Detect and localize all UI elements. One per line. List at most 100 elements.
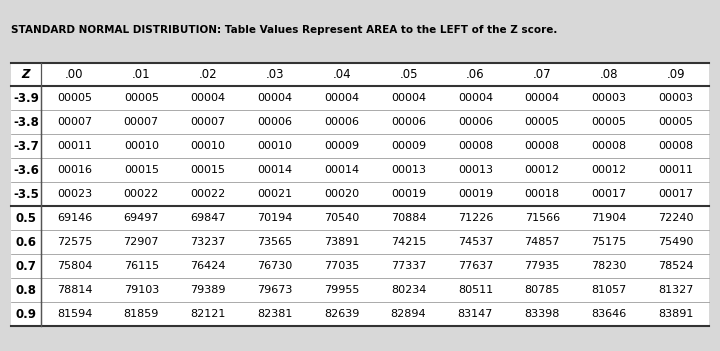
- Text: 00007: 00007: [191, 117, 225, 127]
- Text: 72240: 72240: [658, 213, 693, 223]
- Text: 00003: 00003: [591, 93, 626, 103]
- Text: 00008: 00008: [591, 141, 626, 151]
- Text: 81594: 81594: [57, 310, 92, 319]
- Text: 83891: 83891: [658, 310, 693, 319]
- Text: 75175: 75175: [591, 237, 626, 247]
- Text: .07: .07: [533, 68, 552, 81]
- Text: 00019: 00019: [458, 189, 493, 199]
- Text: .01: .01: [132, 68, 150, 81]
- Text: 00008: 00008: [658, 141, 693, 151]
- Text: 00004: 00004: [391, 93, 426, 103]
- Text: -3.7: -3.7: [13, 140, 39, 153]
- Text: 00013: 00013: [458, 165, 493, 175]
- Text: 69146: 69146: [57, 213, 92, 223]
- Text: -3.5: -3.5: [13, 188, 39, 201]
- Text: 73237: 73237: [190, 237, 226, 247]
- Text: 80511: 80511: [458, 285, 493, 295]
- Text: 82121: 82121: [190, 310, 226, 319]
- Text: .06: .06: [466, 68, 485, 81]
- Text: 00016: 00016: [57, 165, 92, 175]
- Text: 00006: 00006: [257, 117, 292, 127]
- Text: .08: .08: [600, 68, 618, 81]
- Text: 00004: 00004: [525, 93, 559, 103]
- Text: 00008: 00008: [458, 141, 493, 151]
- Text: 79389: 79389: [190, 285, 226, 295]
- Text: 78230: 78230: [591, 261, 626, 271]
- Text: -3.8: -3.8: [13, 115, 39, 128]
- Text: 00005: 00005: [591, 117, 626, 127]
- Text: 70540: 70540: [324, 213, 359, 223]
- Text: 0.8: 0.8: [15, 284, 37, 297]
- Text: 73565: 73565: [257, 237, 292, 247]
- Text: .05: .05: [400, 68, 418, 81]
- Text: 00015: 00015: [124, 165, 159, 175]
- Text: 0.7: 0.7: [16, 260, 36, 273]
- Text: 0.6: 0.6: [15, 236, 37, 249]
- Text: 00005: 00005: [658, 117, 693, 127]
- Text: 75490: 75490: [658, 237, 693, 247]
- Text: 82639: 82639: [324, 310, 359, 319]
- Text: 82381: 82381: [257, 310, 292, 319]
- Text: 00017: 00017: [591, 189, 626, 199]
- Text: 74215: 74215: [391, 237, 426, 247]
- Text: 00009: 00009: [391, 141, 426, 151]
- Text: 79103: 79103: [124, 285, 159, 295]
- Text: 77935: 77935: [524, 261, 560, 271]
- Text: 79955: 79955: [324, 285, 359, 295]
- Text: 77035: 77035: [324, 261, 359, 271]
- Text: 00012: 00012: [591, 165, 626, 175]
- Text: 00011: 00011: [57, 141, 92, 151]
- Text: 69847: 69847: [190, 213, 226, 223]
- Text: 00018: 00018: [525, 189, 559, 199]
- Text: 75804: 75804: [57, 261, 92, 271]
- Text: 00014: 00014: [257, 165, 292, 175]
- Text: 71226: 71226: [458, 213, 493, 223]
- Text: 0.5: 0.5: [15, 212, 37, 225]
- Text: .03: .03: [266, 68, 284, 81]
- Text: 00005: 00005: [57, 93, 92, 103]
- Text: 74537: 74537: [458, 237, 493, 247]
- Text: 00004: 00004: [257, 93, 292, 103]
- Text: 00008: 00008: [525, 141, 559, 151]
- Text: -3.9: -3.9: [13, 92, 39, 105]
- Text: 00017: 00017: [658, 189, 693, 199]
- Text: STANDARD NORMAL DISTRIBUTION: Table Values Represent AREA to the LEFT of the Z s: STANDARD NORMAL DISTRIBUTION: Table Valu…: [11, 25, 557, 34]
- Text: 73891: 73891: [324, 237, 359, 247]
- Text: 78524: 78524: [658, 261, 693, 271]
- Text: 00006: 00006: [324, 117, 359, 127]
- Text: 77637: 77637: [458, 261, 493, 271]
- Text: 00006: 00006: [458, 117, 493, 127]
- Text: 80234: 80234: [391, 285, 426, 295]
- Text: 83646: 83646: [591, 310, 626, 319]
- Text: 0.9: 0.9: [15, 308, 37, 321]
- Text: 00009: 00009: [324, 141, 359, 151]
- Text: 00020: 00020: [324, 189, 359, 199]
- Text: 00013: 00013: [391, 165, 426, 175]
- Text: 00012: 00012: [525, 165, 559, 175]
- Text: .00: .00: [66, 68, 84, 81]
- Text: 00010: 00010: [257, 141, 292, 151]
- Text: .09: .09: [667, 68, 685, 81]
- Text: 69497: 69497: [124, 213, 159, 223]
- Text: 79673: 79673: [257, 285, 292, 295]
- Text: -3.6: -3.6: [13, 164, 39, 177]
- Text: 71566: 71566: [525, 213, 559, 223]
- Text: 76115: 76115: [124, 261, 159, 271]
- Text: 70884: 70884: [391, 213, 426, 223]
- Text: 00005: 00005: [525, 117, 559, 127]
- Text: 00003: 00003: [658, 93, 693, 103]
- Text: 00006: 00006: [391, 117, 426, 127]
- Text: 00011: 00011: [658, 165, 693, 175]
- Text: 00014: 00014: [324, 165, 359, 175]
- Text: 00007: 00007: [57, 117, 92, 127]
- Text: Z: Z: [22, 68, 30, 81]
- Text: 76424: 76424: [190, 261, 226, 271]
- Text: .02: .02: [199, 68, 217, 81]
- Text: 78814: 78814: [57, 285, 92, 295]
- Text: 00004: 00004: [324, 93, 359, 103]
- Text: 72575: 72575: [57, 237, 92, 247]
- Text: 00022: 00022: [124, 189, 159, 199]
- Text: 72907: 72907: [124, 237, 159, 247]
- Text: 81057: 81057: [591, 285, 626, 295]
- Text: 00010: 00010: [191, 141, 225, 151]
